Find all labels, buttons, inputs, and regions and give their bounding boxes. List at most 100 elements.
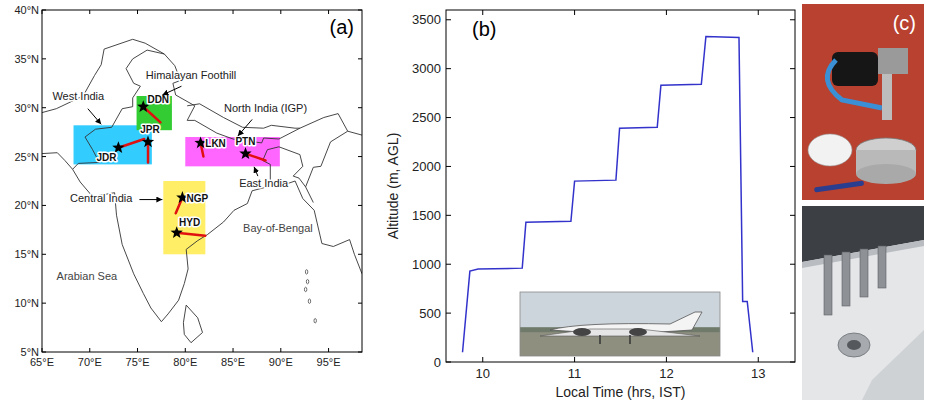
label-arrow [162,86,181,95]
y-tick [446,215,451,216]
y-tick [358,205,362,206]
region-label: Himalayan Foothill [146,69,236,81]
station-label: PTN [235,136,255,147]
x-tick [574,10,575,15]
x-tick [758,10,759,15]
photo-pump [832,52,878,86]
y-tick [358,107,362,108]
y-tick [42,156,46,157]
y-tick-label: 5°N [21,346,40,358]
y-tick [790,362,795,363]
panel-label: (c) [893,12,916,34]
instrument-photo [802,4,924,200]
photo-pen [814,181,864,193]
x-tick-label: 10 [476,366,490,381]
photo-funnel [838,333,870,357]
sea-label: Bay-of-Bengal [243,222,313,234]
y-tick [790,117,795,118]
x-tick-label: 85°E [221,356,245,368]
flight-track [177,233,206,236]
photo-sky [520,292,720,356]
y-tick [42,10,46,11]
x-tick [758,357,759,362]
y-tick [42,205,46,206]
x-tick [42,348,43,352]
photo-wing [862,330,924,400]
x-tick [185,348,186,352]
y-tick [42,107,46,108]
x-tick [482,357,483,362]
y-tick [790,264,795,265]
photo-tube [860,249,868,297]
y-tick [42,58,46,59]
y-tick [446,264,451,265]
y-tick-label: 25°N [14,151,39,163]
x-tick [328,10,329,14]
y-tick [446,19,451,20]
inlet-photo [802,206,924,400]
region-label: Central India [70,192,133,204]
y-tick-label: 30°N [14,102,39,114]
label-arrow [254,167,258,176]
x-tick [482,10,483,15]
y-tick [446,313,451,314]
x-tick [328,348,329,352]
photo-wing [540,329,700,336]
x-tick [185,10,186,14]
y-tick [358,352,362,353]
x-tick [137,10,138,14]
photo-tube [824,255,832,315]
station-label: DDN [147,94,169,105]
y-tick [358,254,362,255]
photo-gear [629,335,631,344]
panel-label: (a) [330,16,354,38]
plot-background [446,10,795,362]
y-tick-label: 20°N [14,199,39,211]
map-background [42,10,362,352]
y-tick [790,19,795,20]
x-tick-label: 95°E [317,356,341,368]
label-arrow [139,199,162,200]
sea-label: Arabian Sea [57,270,118,282]
photo-border [520,292,720,356]
y-tick [790,215,795,216]
station-label: JDR [96,152,117,163]
station-star [142,135,154,147]
map-frame [42,10,362,352]
x-axis-title: Local Time (hrs, IST) [556,384,686,400]
border-line [348,131,362,135]
photo-tube [878,246,886,288]
y-tick-label: 1000 [412,257,441,272]
y-tick [446,362,451,363]
island-outline [308,299,310,303]
photo-inlet [882,74,892,120]
photo-gear [599,335,601,344]
label-arrow [88,109,101,125]
region-label: West India [52,90,105,102]
x-tick-label: 80°E [173,356,197,368]
y-axis-title: Altitude (m, AGL) [385,133,401,240]
y-tick [358,156,362,157]
photo-tube [827,60,882,108]
photo-funnel-hole [847,340,861,350]
x-tick [42,10,43,14]
y-tick [790,313,795,314]
station-star [171,226,183,238]
y-tick-label: 15°N [14,248,39,260]
station-label: NGP [187,193,209,204]
label-arrow [238,119,252,136]
y-tick [42,303,46,304]
x-tick [666,10,667,15]
island-outline [304,287,306,291]
photo-background [802,4,924,200]
y-tick [42,352,46,353]
border-line [306,187,314,203]
island-outline [314,319,316,323]
y-tick-label: 35°N [14,53,39,65]
map-plot [42,39,362,342]
x-tick [89,348,90,352]
y-tick-label: 3000 [412,61,441,76]
photo-tube [842,252,850,306]
photo-background [802,206,924,400]
y-tick [358,303,362,304]
